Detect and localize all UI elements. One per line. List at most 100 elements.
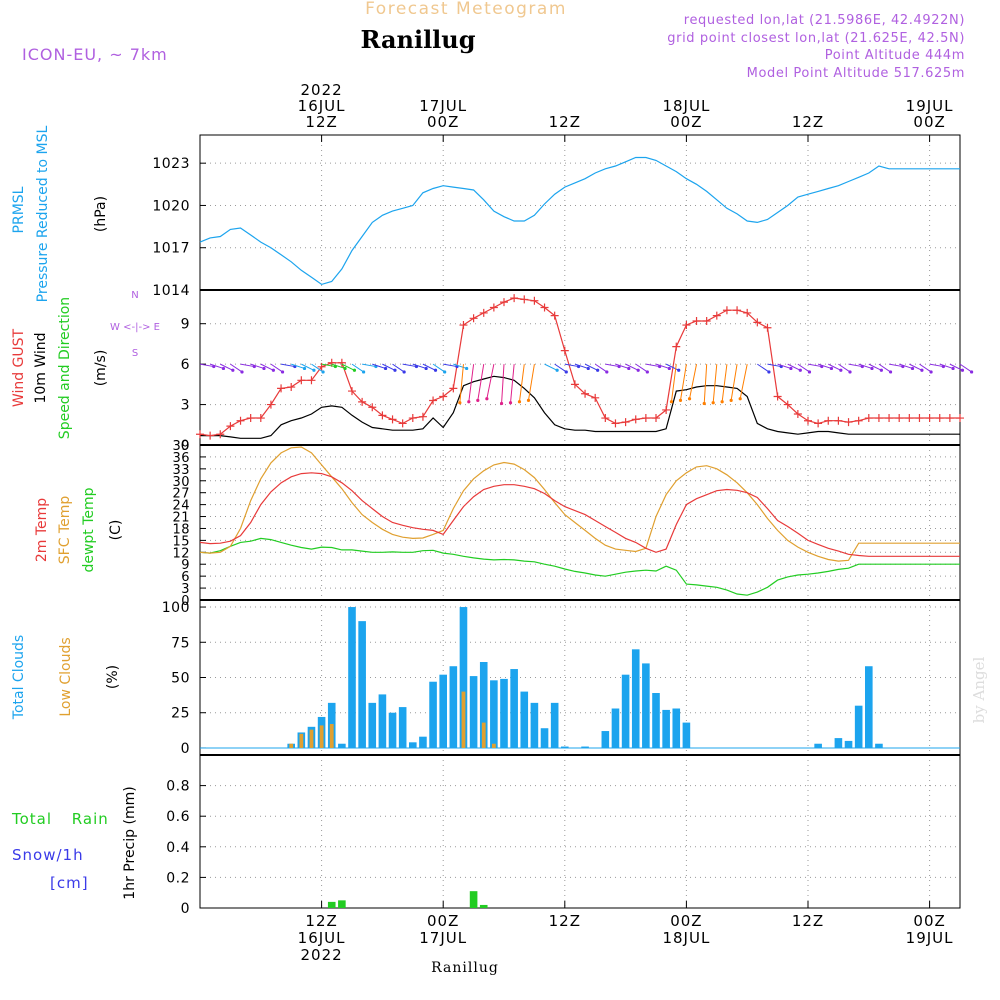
total-cloud-bar — [419, 736, 427, 748]
wind-arrow — [510, 364, 515, 403]
gust-marker — [631, 415, 640, 424]
wind-arrow — [422, 363, 436, 371]
ytick-label-clouds: 50 — [171, 671, 190, 687]
ytick-label-clouds: 100 — [162, 600, 190, 616]
wind-arrow — [564, 363, 579, 368]
wind-arrow-head — [517, 400, 522, 404]
low-cloud-bar — [329, 724, 334, 748]
wind-labels: Wind GUST 10m Wind Speed and Direction (… — [11, 290, 160, 439]
gust-marker — [266, 400, 275, 409]
wind-arrow — [544, 363, 558, 371]
wind-arrow — [199, 363, 214, 368]
gust-marker — [337, 358, 346, 367]
frame-precipitation — [199, 754, 961, 909]
wind-arrow — [331, 363, 346, 369]
low-cloud-bar — [299, 733, 304, 748]
wind-arrow-head — [669, 400, 674, 404]
top-time-label: 12Z — [792, 113, 824, 131]
gust-marker — [216, 430, 225, 439]
ytick-label-temperature: 12 — [172, 546, 190, 561]
total-cloud-bar — [459, 607, 468, 748]
gust-marker — [398, 419, 407, 428]
wind-arrow — [477, 364, 485, 401]
top-time-label: 00Z — [670, 113, 702, 131]
gust-marker — [206, 431, 215, 440]
total-cloud-bar — [510, 669, 518, 748]
low-cloud-bar — [289, 743, 294, 748]
wind-arrow — [594, 363, 608, 373]
wind-arrow-head — [960, 368, 965, 372]
wind-arrow — [291, 363, 305, 369]
gust-marker — [581, 389, 590, 398]
wind-arrow — [807, 363, 822, 368]
wind-arrow-head — [677, 368, 681, 372]
gust-marker — [449, 384, 458, 393]
wind-arrow-head — [555, 368, 559, 372]
gust-marker — [256, 414, 265, 423]
gust-marker — [874, 414, 883, 423]
wind-arrow — [392, 363, 405, 373]
wind-arrow-head — [729, 398, 733, 402]
wind-arrow-head — [738, 397, 742, 401]
wind-arrow — [270, 363, 283, 373]
total-cloud-bar — [621, 674, 630, 748]
wind-arrow — [665, 363, 679, 371]
point-altitude: Point Altitude 444m — [825, 48, 965, 63]
wind-arrow — [280, 363, 295, 368]
ytick-label-wind: 6 — [181, 357, 190, 373]
wind-arrow — [655, 363, 670, 369]
wind-arrow-head — [433, 368, 438, 372]
gust-marker — [712, 311, 721, 320]
ytick-label-clouds: 0 — [181, 741, 190, 757]
wind-arrow-head — [596, 368, 600, 372]
gust-marker — [368, 403, 377, 412]
pressure-unit: (hPa) — [93, 196, 109, 232]
wind-arrow — [443, 363, 458, 368]
wind-arrow — [501, 364, 505, 404]
ytick-label-temperature: 36 — [172, 451, 190, 466]
total-cloud-bar — [358, 621, 366, 748]
gust-marker — [763, 323, 772, 332]
grid-point-coords: grid point closest lon,lat (21.625E, 42.… — [667, 31, 965, 46]
rain-bar — [469, 891, 478, 908]
top-time-label: 00Z — [913, 113, 945, 131]
bottom-time-label: 12Z — [305, 912, 337, 930]
gust-marker — [854, 416, 863, 425]
gust-marker — [905, 414, 914, 423]
wind-arrow — [311, 363, 324, 373]
wind-arrow-head — [262, 366, 266, 371]
wind-arrow-head — [458, 401, 462, 405]
ytick-label-pressure: 1023 — [152, 156, 190, 172]
wind-arrow-head — [636, 368, 640, 372]
wind-arrow-head — [702, 401, 706, 406]
total-cloud-bar — [561, 746, 569, 748]
total-cloud-bar — [398, 707, 407, 748]
gust-marker — [348, 387, 356, 396]
ytick-label-wind: 3 — [181, 398, 190, 414]
gust-marker — [773, 392, 782, 401]
gust-marker — [418, 412, 427, 421]
wind-arrow-head — [687, 397, 692, 401]
wind-arrow — [635, 363, 648, 373]
wind-arrow-head — [343, 366, 347, 371]
wind-arrow — [888, 363, 903, 368]
wind-arrow — [721, 364, 728, 402]
wind-arrow — [777, 363, 792, 369]
wind-arrow — [817, 363, 832, 369]
total-cloud-bar — [611, 708, 620, 748]
gust-marker — [945, 414, 954, 423]
wind-arrow — [797, 363, 810, 373]
bottom-time-label: 17JUL — [419, 929, 467, 947]
rain-bar — [479, 904, 488, 908]
rain-bar — [338, 900, 346, 908]
wind-arrow-head — [352, 368, 357, 372]
cloud-labels: Total Clouds Low Clouds (%) — [11, 635, 121, 720]
cloud-unit: (%) — [105, 665, 121, 689]
frame-pressure — [199, 134, 961, 291]
wind-arrow — [382, 363, 396, 371]
rain-bar — [327, 901, 336, 908]
gust-marker — [641, 414, 650, 423]
wind-arrow-head — [848, 370, 852, 374]
wind-arrow — [919, 363, 932, 373]
wind-arrow — [453, 363, 467, 369]
